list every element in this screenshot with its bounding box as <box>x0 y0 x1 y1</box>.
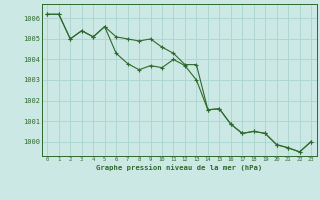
X-axis label: Graphe pression niveau de la mer (hPa): Graphe pression niveau de la mer (hPa) <box>96 164 262 171</box>
